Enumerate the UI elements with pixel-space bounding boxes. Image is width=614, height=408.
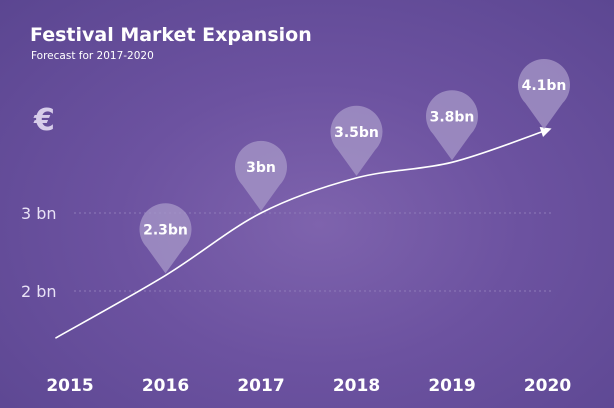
- x-axis-ticks: 2015 2016 2017 2018 2019 2020: [46, 376, 571, 396]
- series-line: [55, 130, 545, 339]
- x-tick-label: 2015: [46, 376, 93, 396]
- data-label-text: 2.3bn: [143, 222, 188, 238]
- data-label-text: 3.5bn: [334, 125, 379, 141]
- pin-shape: [235, 140, 287, 211]
- line-arrowhead: [539, 127, 552, 137]
- x-tick-label: 2017: [237, 376, 284, 396]
- x-tick-label: 2019: [428, 376, 475, 396]
- data-label-text: 3bn: [246, 160, 276, 176]
- y-tick-label: 2 bn: [21, 282, 57, 301]
- pin-shape: [330, 105, 383, 176]
- pin-layer: 2.3bn 3bn 3.5bn 3.8bn 4.1bn: [139, 58, 570, 274]
- y-tick-label: 3 bn: [21, 204, 57, 223]
- data-label-pin: 3.8bn: [426, 90, 479, 161]
- euro-icon: €: [33, 103, 55, 138]
- pin-shape: [518, 58, 570, 130]
- x-tick-label: 2018: [333, 376, 380, 396]
- pin-shape: [139, 203, 192, 274]
- data-label-pin: 4.1bn: [518, 58, 570, 130]
- grid-layer: 2 bn 3 bn: [21, 204, 552, 301]
- data-label-pin: 2.3bn: [139, 203, 192, 274]
- data-label-text: 4.1bn: [522, 78, 567, 94]
- data-label-pin: 3bn: [235, 140, 287, 211]
- x-tick-label: 2020: [524, 376, 571, 396]
- data-label-pin: 3.5bn: [330, 105, 383, 176]
- chart-title: Festival Market Expansion: [30, 24, 312, 46]
- chart-subtitle: Forecast for 2017-2020: [31, 50, 154, 62]
- pin-shape: [426, 90, 479, 161]
- data-label-text: 3.8bn: [430, 109, 475, 125]
- line-layer: [55, 127, 552, 339]
- x-tick-label: 2016: [142, 376, 189, 396]
